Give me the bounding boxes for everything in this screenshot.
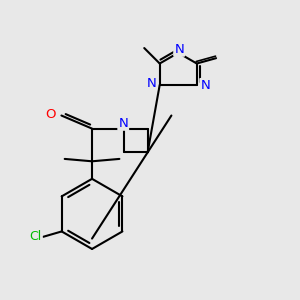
Text: Cl: Cl [29,230,42,243]
Text: N: N [200,79,210,92]
Text: O: O [46,108,56,121]
Text: N: N [174,43,184,56]
Text: N: N [146,77,156,90]
Text: N: N [118,117,128,130]
